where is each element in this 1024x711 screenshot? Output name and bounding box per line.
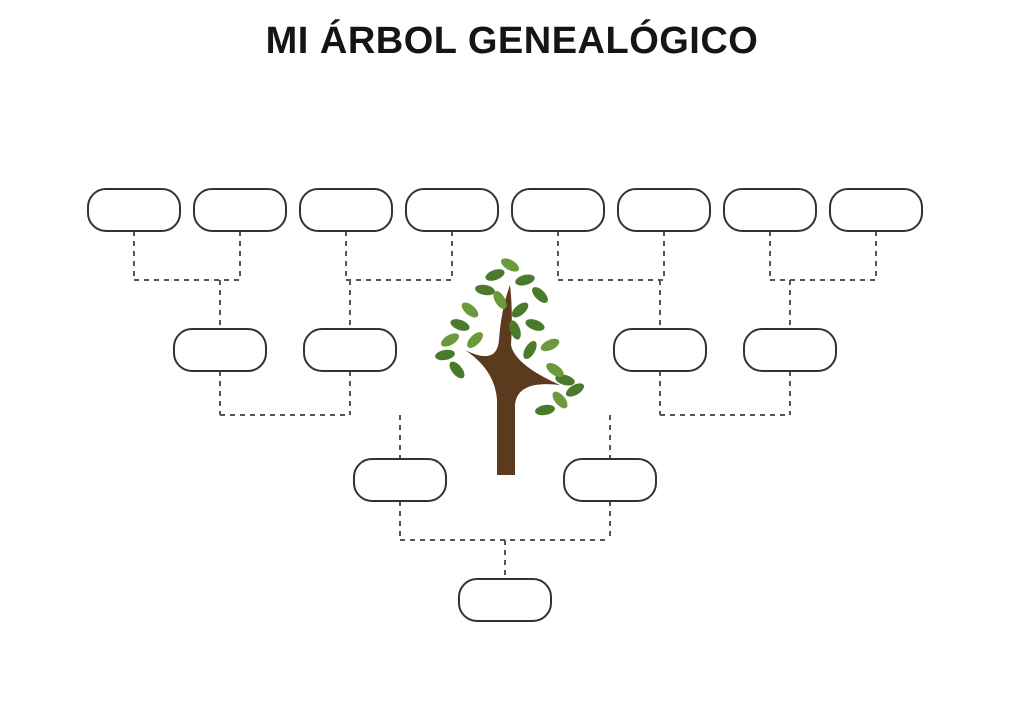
tree-node-gg6: [618, 189, 710, 231]
family-tree-diagram: [0, 0, 1024, 711]
tree-node-gg4: [406, 189, 498, 231]
tree-node-gg3: [300, 189, 392, 231]
tree-node-gg1: [88, 189, 180, 231]
tree-node-gg2: [194, 189, 286, 231]
tree-node-gp3: [614, 329, 706, 371]
tree-node-gg5: [512, 189, 604, 231]
tree-node-me: [459, 579, 551, 621]
tree-node-p1: [354, 459, 446, 501]
tree-node-gp4: [744, 329, 836, 371]
tree-node-gp2: [304, 329, 396, 371]
tree-node-p2: [564, 459, 656, 501]
tree-node-gp1: [174, 329, 266, 371]
tree-icon: [434, 256, 586, 475]
tree-node-gg8: [830, 189, 922, 231]
tree-node-gg7: [724, 189, 816, 231]
family-tree-page: MI ÁRBOL GENEALÓGICO: [0, 0, 1024, 711]
